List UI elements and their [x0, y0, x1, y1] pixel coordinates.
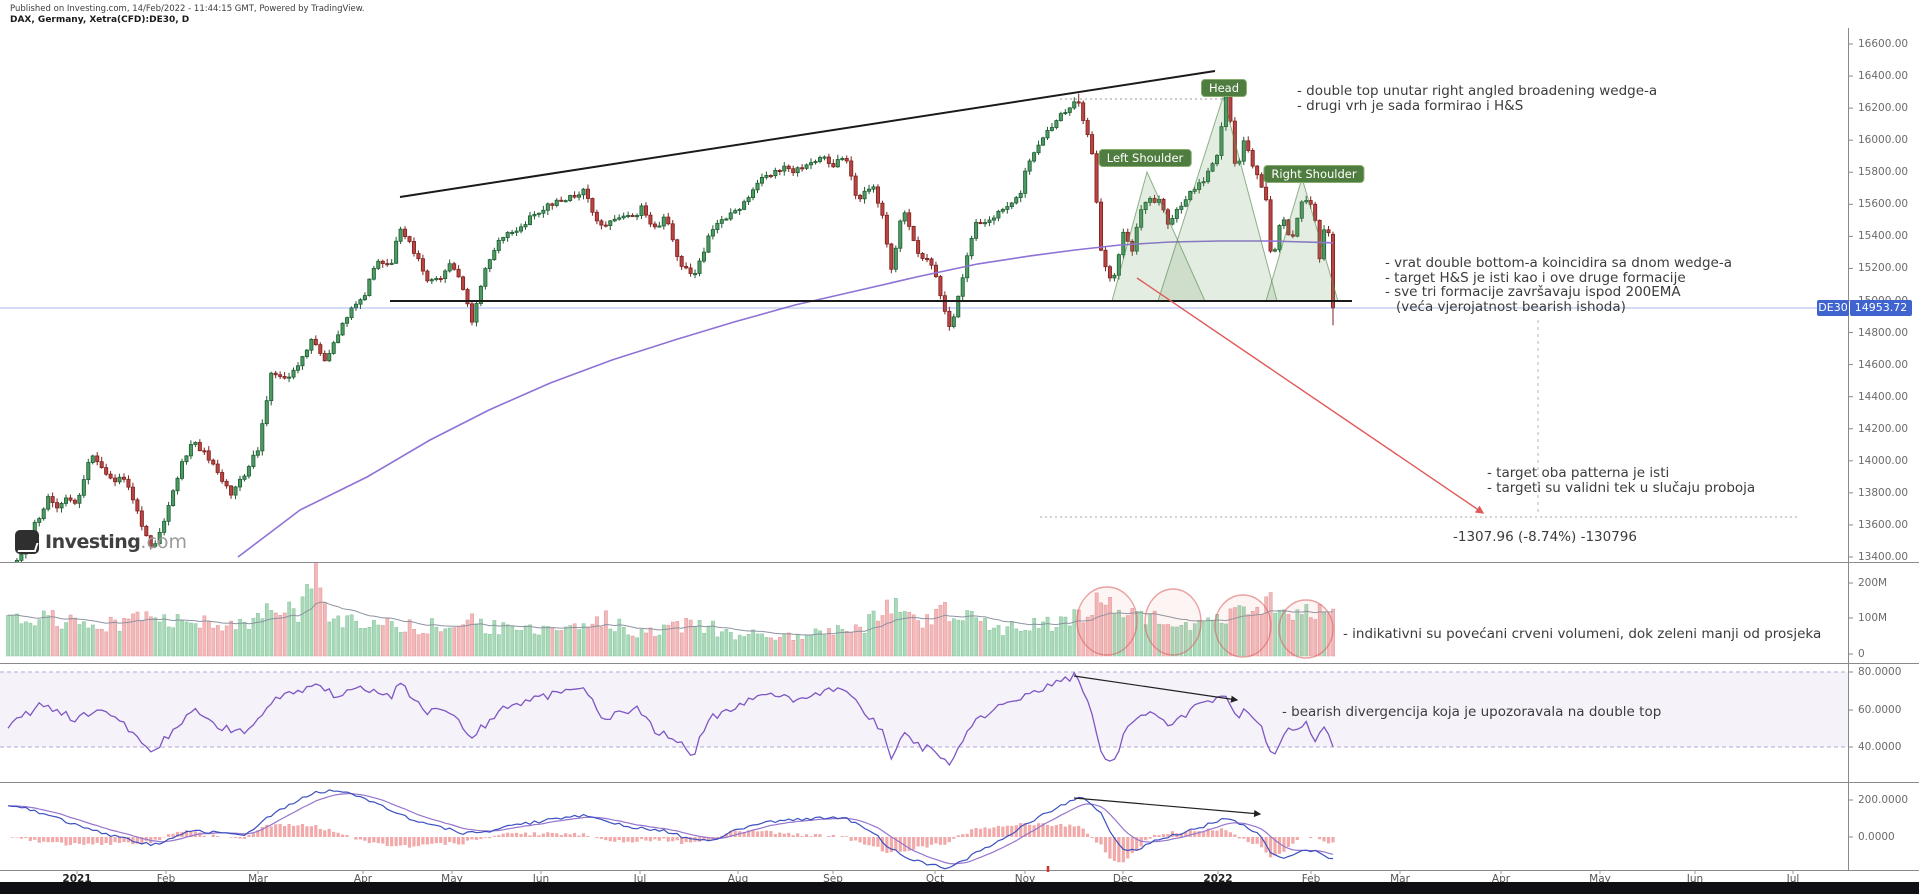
price-tick-label: 16000.00 — [1858, 134, 1909, 147]
right-shoulder-label: Right Shoulder — [1263, 165, 1365, 183]
left-shoulder-label: Left Shoulder — [1098, 149, 1192, 167]
volume-note: - indikativni su povećani crveni volumen… — [1343, 626, 1822, 642]
volume-tick-label: 200M — [1858, 577, 1888, 589]
price-tick-label: 15600.00 — [1858, 198, 1909, 211]
price-tick-label: 14400.00 — [1858, 390, 1909, 403]
last-price-badge: 14953.72 — [1850, 300, 1912, 316]
price-tick-label: 13600.00 — [1858, 518, 1909, 531]
price-tick-label: 14200.00 — [1858, 422, 1909, 435]
price-tick-label: 14600.00 — [1858, 358, 1909, 371]
rsi-tick-label: 40.0000 — [1858, 741, 1902, 753]
bottom-bar — [0, 882, 1919, 894]
rsi-pane[interactable] — [0, 671, 1848, 767]
price-tick-label: 13800.00 — [1858, 486, 1909, 499]
published-line: Published on Investing.com, 14/Feb/2022 … — [10, 4, 365, 14]
macd-pane[interactable] — [7, 789, 1335, 870]
investing-logo: Investing .com — [15, 530, 187, 554]
price-tick-label: 15200.00 — [1858, 262, 1909, 275]
price-tick-label: 16200.00 — [1858, 102, 1909, 115]
price-tick-label: 16600.00 — [1858, 38, 1909, 50]
symbol-badge: DE30 — [1817, 300, 1849, 316]
target-measurement: -1307.96 (-8.74%) -130796 — [1453, 529, 1637, 545]
volume-tick-label: 0 — [1858, 648, 1865, 660]
price-tick-label: 15800.00 — [1858, 166, 1909, 179]
price-tick-label: 15400.00 — [1858, 230, 1909, 243]
investing-logo-icon — [15, 530, 39, 554]
price-tick-label: 16400.00 — [1858, 70, 1909, 83]
volume-pane[interactable] — [6, 558, 1335, 659]
annotation-double-top: - double top unutar right angled broaden… — [1297, 83, 1658, 114]
time-axis[interactable] — [0, 870, 1848, 882]
analysis-overlays[interactable] — [0, 70, 1848, 518]
price-tick-label: 13400.00 — [1858, 551, 1909, 563]
rsi-note: - bearish divergencija koja je upozorava… — [1282, 704, 1662, 720]
head-label: Head — [1200, 79, 1248, 97]
annotation-neckline: - vrat double bottom-a koincidira sa dno… — [1385, 255, 1732, 315]
macd-tick-label: 200.0000 — [1858, 794, 1909, 806]
volume-tick-label: 100M — [1858, 612, 1888, 624]
macd-tick-label: 0.0000 — [1858, 831, 1895, 843]
rsi-tick-label: 60.0000 — [1858, 704, 1902, 716]
annotation-target: - target oba patterna je isti - targeti … — [1487, 465, 1756, 496]
price-tick-label: 14000.00 — [1858, 454, 1909, 467]
instrument-title: DAX, Germany, Xetra(CFD):DE30, D — [10, 15, 190, 25]
rsi-tick-label: 80.0000 — [1858, 666, 1902, 678]
price-tick-label: 14800.00 — [1858, 326, 1909, 339]
